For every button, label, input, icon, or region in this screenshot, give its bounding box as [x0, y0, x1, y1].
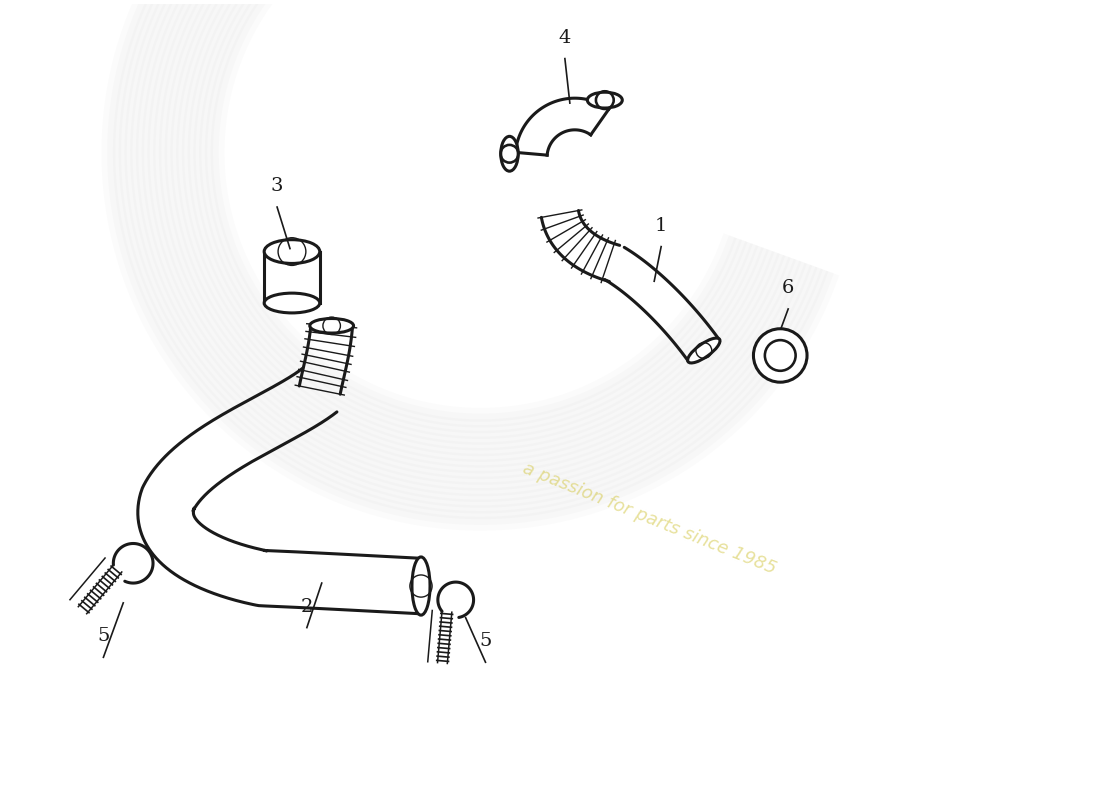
Text: 1: 1 [654, 217, 668, 234]
Ellipse shape [412, 557, 430, 615]
Bar [264, 251, 320, 303]
Text: 5: 5 [97, 627, 110, 646]
Ellipse shape [264, 240, 320, 263]
Circle shape [754, 329, 807, 382]
Text: 3: 3 [271, 177, 284, 195]
Text: 6: 6 [782, 279, 794, 297]
Text: 2: 2 [300, 598, 313, 616]
Ellipse shape [264, 293, 320, 313]
Ellipse shape [587, 92, 623, 108]
Ellipse shape [310, 318, 353, 333]
Ellipse shape [688, 338, 720, 363]
Ellipse shape [500, 136, 518, 171]
Text: a passion for parts since 1985: a passion for parts since 1985 [520, 459, 779, 578]
Text: 4: 4 [559, 29, 571, 46]
Text: 5: 5 [480, 632, 492, 650]
